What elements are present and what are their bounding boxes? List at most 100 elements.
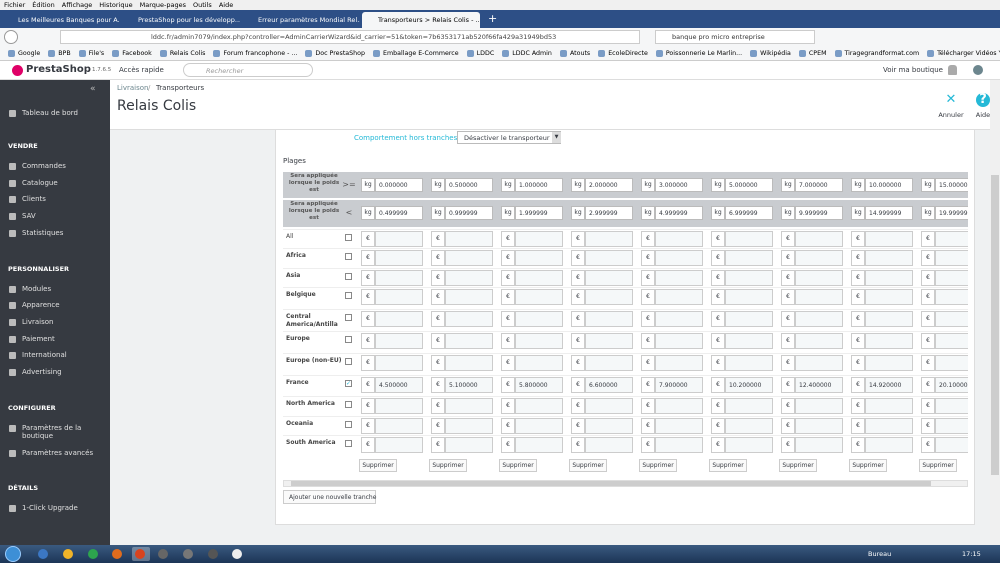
price-input[interactable]	[515, 398, 563, 414]
price-input[interactable]	[445, 311, 493, 327]
price-input[interactable]	[865, 270, 913, 286]
price-input[interactable]	[515, 418, 563, 434]
sidebar-item[interactable]: Paramètres de la boutique	[0, 424, 110, 440]
price-input[interactable]	[375, 398, 423, 414]
price-input[interactable]	[655, 289, 703, 305]
range-input[interactable]: 15.000000	[935, 178, 968, 192]
bookmark[interactable]: Tiragegrandformat.com	[834, 49, 919, 57]
range-input[interactable]: 1.000000	[515, 178, 563, 192]
menu-item[interactable]: Affichage	[61, 1, 93, 9]
range-input[interactable]: 6.999999	[725, 206, 773, 220]
delete-button[interactable]: Supprimer	[359, 459, 397, 472]
sidebar-item[interactable]: Catalogue	[0, 179, 110, 193]
price-input[interactable]	[725, 355, 773, 371]
new-tab[interactable]: +	[488, 12, 498, 25]
price-input[interactable]	[585, 398, 633, 414]
v-scrollbar-thumb[interactable]	[991, 175, 999, 475]
bookmark[interactable]: Poissonnerie Le Marlin...	[655, 49, 742, 57]
menu-item[interactable]: Aide	[218, 1, 234, 9]
breadcrumb-item[interactable]: Livraison	[117, 84, 149, 92]
zone-checkbox[interactable]: ✓	[345, 380, 352, 387]
price-input[interactable]	[935, 333, 968, 349]
zone-checkbox[interactable]	[345, 336, 352, 343]
price-input[interactable]	[375, 250, 423, 266]
price-input[interactable]	[935, 418, 968, 434]
price-input[interactable]	[935, 355, 968, 371]
range-input[interactable]: 14.999999	[865, 206, 913, 220]
price-input[interactable]	[585, 270, 633, 286]
price-input[interactable]	[445, 418, 493, 434]
price-input[interactable]	[515, 270, 563, 286]
price-input[interactable]	[515, 437, 563, 453]
price-input[interactable]	[725, 250, 773, 266]
price-input[interactable]	[445, 289, 493, 305]
range-input[interactable]: 5.000000	[725, 178, 773, 192]
price-input[interactable]	[725, 231, 773, 247]
h-scrollbar-thumb[interactable]	[291, 481, 931, 486]
price-input[interactable]	[795, 231, 843, 247]
price-input[interactable]	[865, 311, 913, 327]
range-input[interactable]: 7.000000	[795, 178, 843, 192]
range-input[interactable]: 0.499999	[375, 206, 423, 220]
range-input[interactable]: 1.999999	[515, 206, 563, 220]
price-input[interactable]	[795, 418, 843, 434]
price-input[interactable]	[585, 231, 633, 247]
price-input[interactable]: 10.200000	[725, 377, 773, 393]
delete-button[interactable]: Supprimer	[499, 459, 537, 472]
price-input[interactable]	[935, 311, 968, 327]
zone-checkbox[interactable]	[345, 358, 352, 365]
tab[interactable]: PrestaShop pour les développ...	[122, 12, 240, 28]
sidebar-item[interactable]: Apparence	[0, 301, 110, 315]
price-input[interactable]	[375, 289, 423, 305]
price-input[interactable]	[655, 437, 703, 453]
action-icon[interactable]: ?	[976, 93, 990, 107]
price-input[interactable]: 20.100000	[935, 377, 968, 393]
tab[interactable]: Transporteurs > Relais Colis - ...	[362, 12, 480, 28]
price-input[interactable]	[515, 355, 563, 371]
price-input[interactable]	[515, 311, 563, 327]
tab[interactable]: Erreur paramètres Mondial Rel...	[242, 12, 360, 28]
price-input[interactable]	[655, 270, 703, 286]
price-input[interactable]	[585, 355, 633, 371]
price-input[interactable]	[375, 231, 423, 247]
collapse-button[interactable]: «	[90, 84, 96, 94]
action-label[interactable]: Aide	[975, 111, 991, 119]
price-input[interactable]	[865, 437, 913, 453]
price-input[interactable]	[375, 270, 423, 286]
price-input[interactable]	[725, 270, 773, 286]
price-input[interactable]	[585, 289, 633, 305]
zone-checkbox[interactable]	[345, 314, 352, 321]
bookmark[interactable]: LDDC	[466, 49, 494, 57]
price-input[interactable]	[585, 437, 633, 453]
price-input[interactable]	[445, 333, 493, 349]
price-input[interactable]	[375, 333, 423, 349]
price-input[interactable]	[795, 311, 843, 327]
bookmark[interactable]: Relais Colis	[159, 49, 205, 57]
price-input[interactable]	[445, 250, 493, 266]
price-input[interactable]	[865, 418, 913, 434]
price-input[interactable]	[865, 250, 913, 266]
zone-checkbox[interactable]	[345, 421, 352, 428]
sidebar-item[interactable]: Clients	[0, 195, 110, 209]
price-input[interactable]	[725, 437, 773, 453]
price-input[interactable]	[865, 289, 913, 305]
delete-button[interactable]: Supprimer	[919, 459, 957, 472]
sidebar-item[interactable]: Tableau de bord	[0, 109, 110, 123]
price-input[interactable]: 4.500000	[375, 377, 423, 393]
url-bar[interactable]: lddc.fr/admin7079/index.php?controller=A…	[60, 30, 640, 44]
price-input[interactable]	[935, 289, 968, 305]
delete-button[interactable]: Supprimer	[429, 459, 467, 472]
price-input[interactable]	[515, 289, 563, 305]
price-input[interactable]: 14.920000	[865, 377, 913, 393]
price-input[interactable]	[865, 398, 913, 414]
price-input[interactable]	[375, 355, 423, 371]
price-input[interactable]	[865, 333, 913, 349]
price-input[interactable]	[795, 289, 843, 305]
price-input[interactable]	[585, 311, 633, 327]
price-input[interactable]	[655, 333, 703, 349]
menu-item[interactable]: Édition	[32, 1, 55, 9]
bookmark[interactable]: BPB	[48, 49, 71, 57]
price-input[interactable]	[935, 270, 968, 286]
price-input[interactable]	[515, 333, 563, 349]
sidebar-item[interactable]: 1-Click Upgrade	[0, 504, 110, 518]
